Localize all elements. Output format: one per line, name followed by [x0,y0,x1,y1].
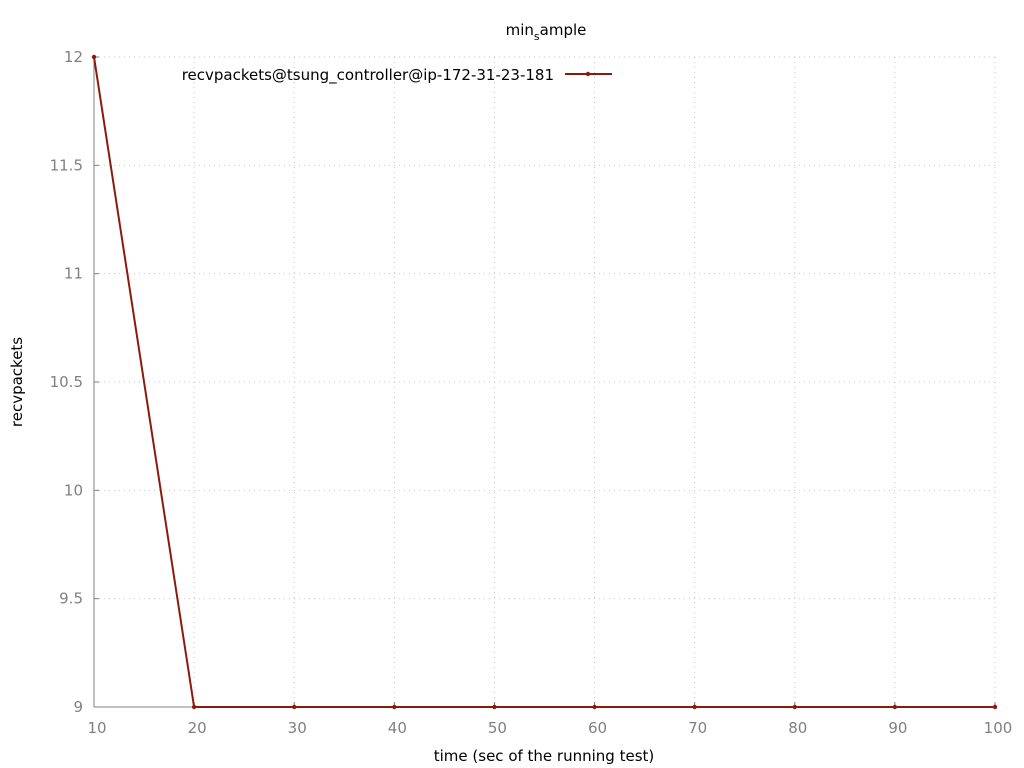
x-tick-label: 80 [788,719,807,737]
x-tick-label: 40 [388,719,407,737]
y-tick-label: 11 [64,265,83,283]
x-tick-label: 30 [288,719,307,737]
data-point [892,704,898,710]
data-point [292,704,297,710]
y-tick-label: 11.5 [50,156,83,174]
x-tick-label: 10 [87,719,106,737]
x-tick-label: 90 [888,719,907,737]
x-tick-label: 60 [588,719,607,737]
chart-title-subscript: s [534,30,540,43]
x-tick-label: 100 [984,719,1013,737]
y-tick-label: 12 [64,48,83,66]
data-point [792,704,797,710]
y-axis-label: recvpackets [8,337,26,427]
grid-lines [94,56,996,707]
y-tick-label: 10.5 [50,373,83,391]
data-point [992,704,998,710]
y-tick-label: 10 [64,481,83,499]
y-tick-label: 9 [73,698,83,716]
data-point [392,704,397,710]
series-layer [91,54,998,710]
x-axis-label: time (sec of the running test) [434,747,655,765]
chart-title: minsample [506,21,587,43]
data-point [592,704,597,710]
data-point [91,54,97,60]
data-point [492,704,497,710]
data-point [692,704,697,710]
x-tick-label: 50 [488,719,507,737]
legend-label: recvpackets@tsung_controller@ip-172-31-2… [182,66,554,85]
legend: recvpackets@tsung_controller@ip-172-31-2… [182,66,612,85]
x-tick-labels: 10 20 30 40 50 60 70 80 90 100 [87,702,1012,737]
y-tick-label: 9.5 [59,590,83,608]
series-line [93,56,995,708]
data-point [191,704,197,710]
x-tick-label: 20 [188,719,207,737]
legend-marker [585,71,591,77]
x-tick-label: 70 [688,719,707,737]
y-tick-labels: 9 9.5 10 10.5 11 11.5 12 [50,48,99,716]
chart-title-rest: ample [540,21,587,39]
chart-title-main: min [506,21,534,39]
